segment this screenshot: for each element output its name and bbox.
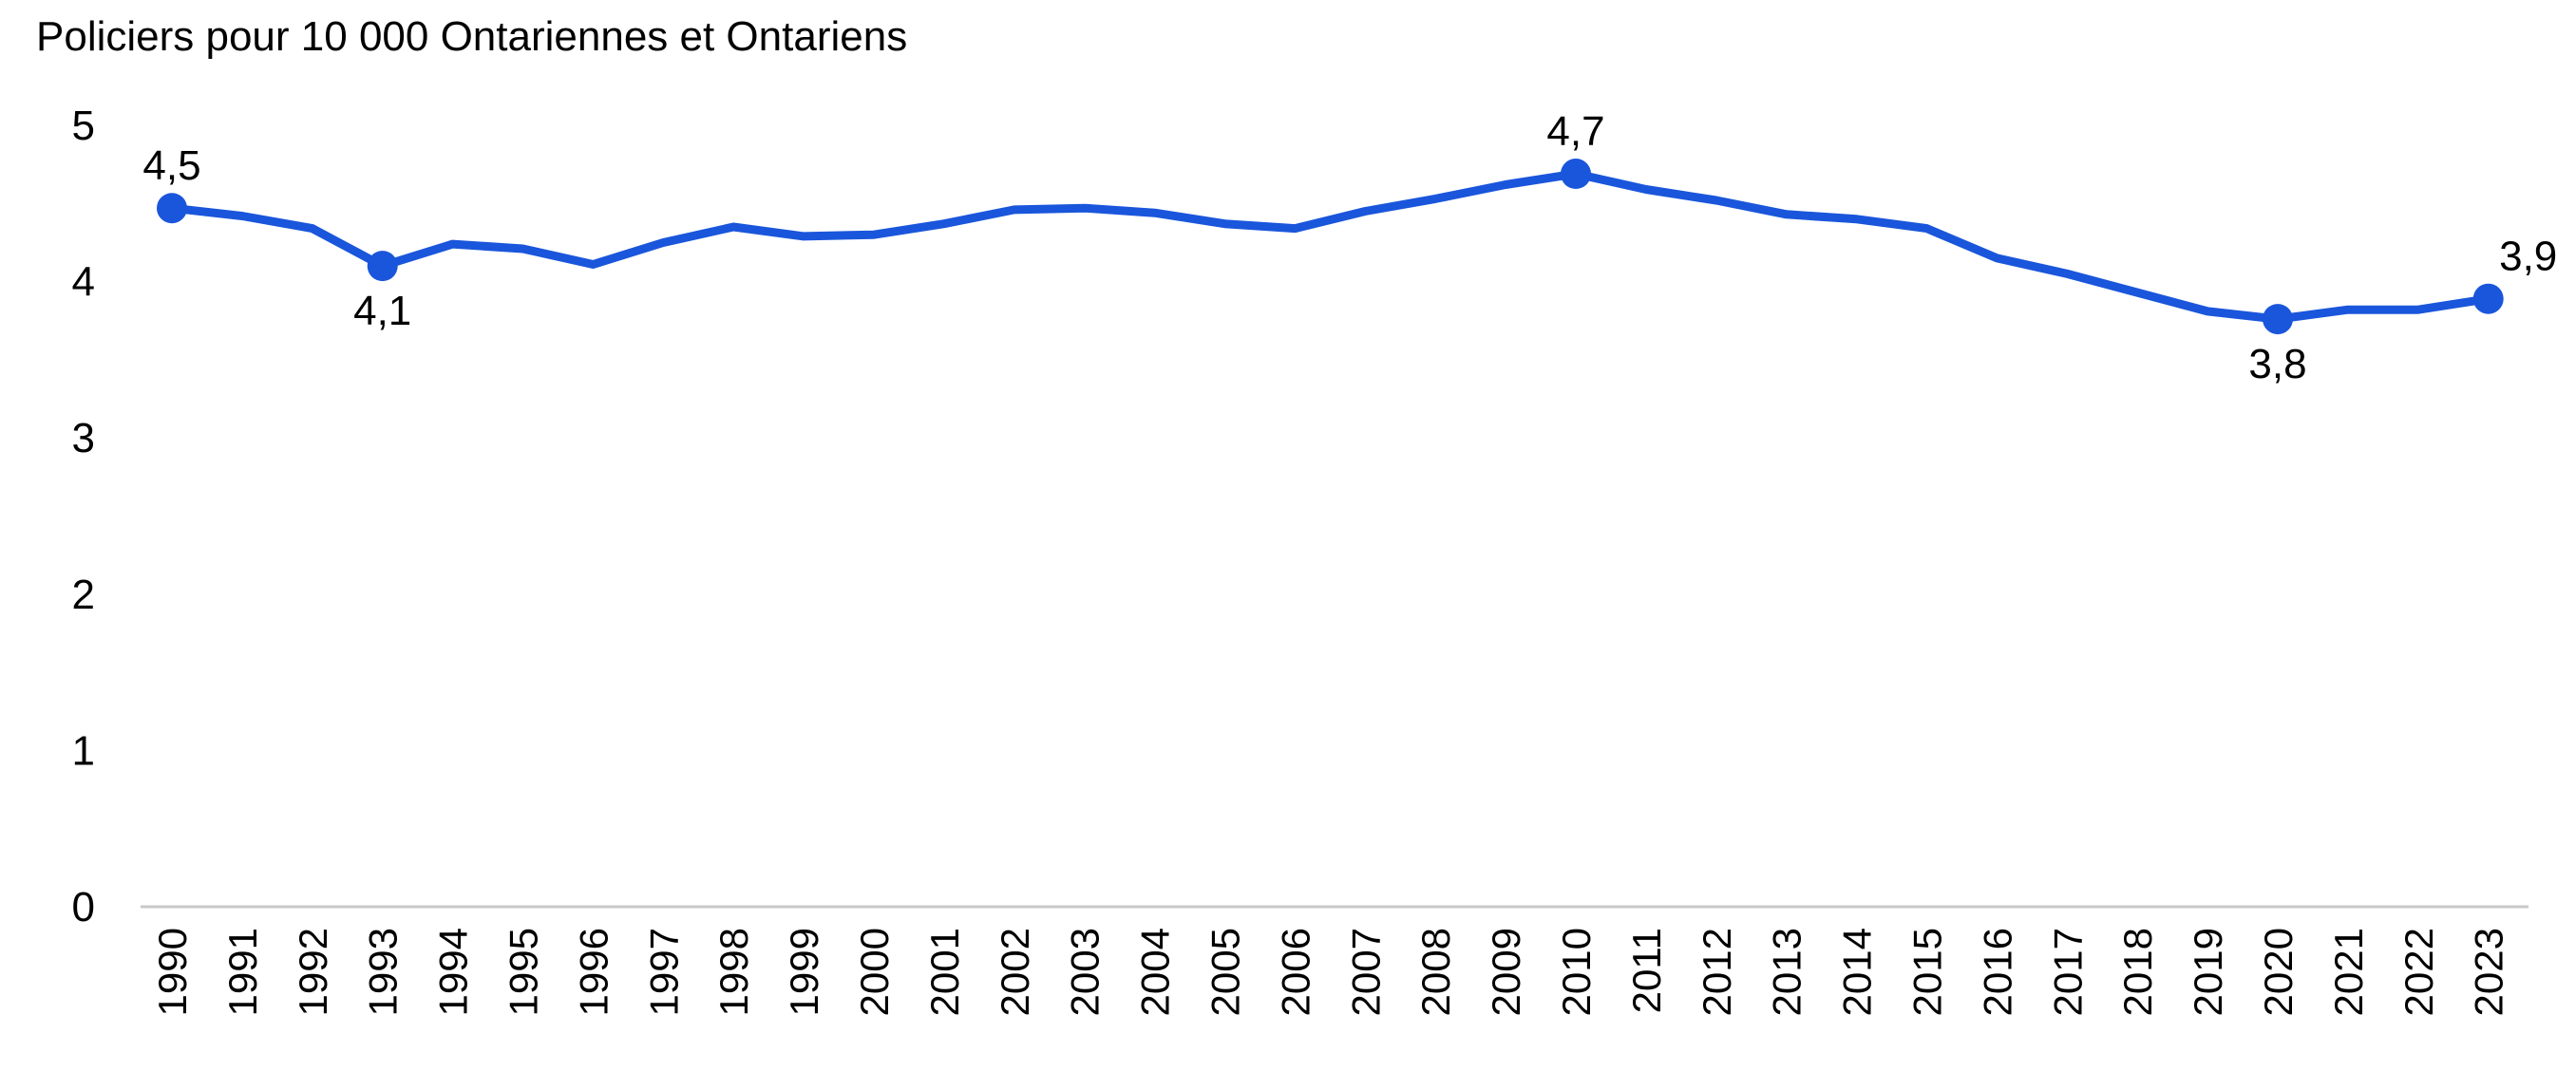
data-point-marker [367,251,398,282]
x-tick-label: 2020 [2256,928,2301,1016]
x-tick-label: 2008 [1413,928,1458,1016]
x-tick-label: 2002 [993,928,1037,1016]
y-tick-label: 3 [72,415,95,461]
x-tick-label: 2012 [1695,928,1739,1016]
x-tick-label: 1998 [711,928,756,1016]
x-tick-label: 2021 [2326,928,2371,1016]
data-label: 4,1 [353,288,411,334]
x-tick-label: 1997 [641,928,686,1016]
x-tick-label: 1990 [150,928,195,1016]
data-labels: 4,5 4,1 4,7 3,8 3,9 [142,108,2557,387]
x-tick-label: 2010 [1554,928,1599,1016]
x-tick-label: 2018 [2115,928,2160,1016]
x-tick-label: 1992 [291,928,335,1016]
chart-title: Policiers pour 10 000 Ontariennes et Ont… [36,13,908,60]
x-tick-label: 2017 [2045,928,2090,1016]
x-tick-label: 2004 [1133,928,1178,1016]
data-point-marker [1561,159,1591,190]
x-tick-label: 1999 [782,928,826,1016]
data-label: 3,8 [2248,341,2306,387]
x-tick-label: 2016 [1975,928,2019,1016]
x-tick-label: 1994 [431,928,476,1016]
data-label: 4,7 [1546,108,1604,155]
x-tick-label: 2022 [2396,928,2441,1016]
x-tick-label: 1991 [220,928,265,1016]
data-point-marker [157,193,187,224]
x-tick-label: 2019 [2186,928,2230,1016]
x-tick-label: 2003 [1063,928,1108,1016]
x-tick-label: 2015 [1905,928,1950,1016]
y-tick-label: 4 [72,259,95,306]
x-tick-label: 2006 [1273,928,1317,1016]
x-tick-label: 2007 [1343,928,1388,1016]
x-tick-label: 2005 [1203,928,1248,1016]
y-tick-label: 2 [72,572,95,618]
series-line [167,169,2493,324]
x-tick-label: 2013 [1765,928,1809,1016]
x-tick-label: 2011 [1624,928,1669,1013]
y-axis-ticks: 0 1 2 3 4 5 [72,103,95,930]
x-tick-label: 2023 [2467,928,2511,1016]
x-tick-label: 2014 [1835,928,1880,1016]
data-point-marker [2472,283,2504,314]
y-tick-label: 0 [72,884,95,930]
x-tick-label: 2009 [1484,928,1528,1016]
y-tick-label: 1 [72,727,95,774]
x-tick-label: 1996 [571,928,616,1016]
data-point-marker [2263,304,2293,335]
x-tick-label: 1993 [361,928,406,1016]
data-label: 4,5 [142,142,200,189]
data-markers [157,159,2504,335]
data-label: 3,9 [2499,234,2557,280]
x-tick-label: 2001 [922,928,967,1016]
x-tick-label: 1995 [502,928,546,1016]
x-axis-ticks: 1990 1991 1992 1993 1994 1995 1996 1997 1998 1999… [150,928,2511,1016]
y-tick-label: 5 [72,103,95,149]
x-tick-label: 2000 [852,928,897,1016]
